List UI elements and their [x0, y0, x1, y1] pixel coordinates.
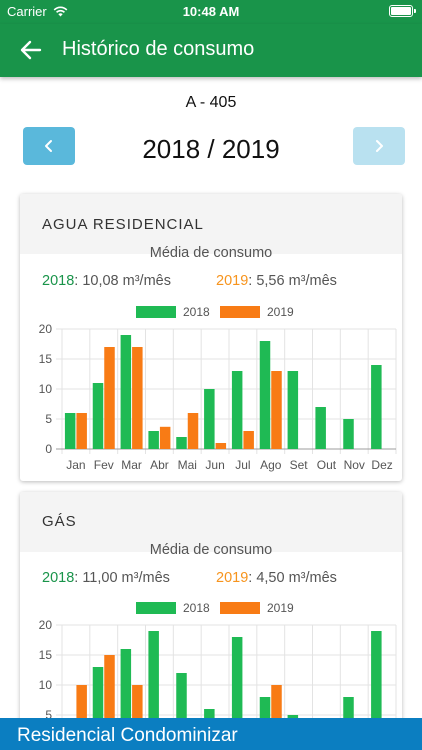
bar-2018-Mar — [120, 649, 132, 745]
bar-2019-Fev — [104, 347, 115, 449]
bar-2018-Jul — [231, 371, 243, 449]
footer-bar: Residencial Condominizar — [0, 718, 422, 750]
bar-2018-Jul — [231, 637, 243, 745]
clock: 10:48 AM — [182, 4, 240, 19]
bar-2019-Abr — [159, 426, 171, 449]
bar-2018-Mai — [176, 437, 187, 449]
card-title: GÁS — [42, 513, 77, 530]
y-tick-label: 20 — [39, 618, 53, 632]
bar-2018-Dez — [371, 631, 382, 745]
next-period-button[interactable] — [353, 127, 405, 165]
bar-2019-Mar — [132, 347, 143, 449]
bar-2018-Ago — [259, 341, 271, 449]
y-tick-label: 10 — [39, 382, 53, 396]
legend-label-2018: 2018 — [183, 601, 210, 615]
period-label: 2018 / 2019 — [142, 134, 280, 164]
y-tick-label: 20 — [39, 322, 53, 336]
bar-2019-Jan — [76, 413, 87, 449]
x-tick-label: Mai — [178, 458, 197, 472]
bar-2019-Jul — [243, 431, 254, 449]
chevron-right-icon — [376, 140, 383, 152]
carrier-info: Carrier — [7, 4, 68, 19]
card-title: AGUA RESIDENCIAL — [42, 216, 204, 233]
x-tick-label: Nov — [344, 458, 365, 472]
bar-2018-Fev — [92, 383, 104, 449]
legend-swatch-2018 — [136, 306, 176, 318]
average-title: Média de consumo — [149, 542, 273, 558]
x-tick-label: Dez — [371, 458, 392, 472]
average-title: Média de consumo — [149, 245, 273, 261]
page-title: Histórico de consumo — [62, 38, 255, 60]
legend-label-2019: 2019 — [267, 601, 294, 615]
bar-2018-Set — [287, 371, 299, 449]
bar-2019-Jan — [76, 685, 87, 745]
x-tick-label: Jun — [205, 458, 224, 472]
back-arrow-icon[interactable] — [18, 37, 44, 63]
bar-2018-Abr — [148, 631, 159, 745]
x-tick-label: Fev — [94, 458, 114, 472]
legend-label-2019: 2019 — [267, 305, 294, 319]
x-tick-label: Jan — [66, 458, 85, 472]
bar-2019-Ago — [271, 371, 282, 449]
bar-2018-Mai — [176, 673, 187, 745]
average-2019: 2019: 4,50 m³/mês — [216, 570, 337, 586]
chevron-left-icon — [45, 140, 52, 152]
y-tick-label: 0 — [45, 442, 52, 456]
card-header: AGUA RESIDENCIAL — [20, 194, 402, 254]
legend-swatch-2019 — [220, 602, 260, 614]
bar-2019-Fev — [104, 655, 115, 745]
bar-2019-Mar — [132, 685, 143, 745]
battery-icon — [389, 5, 416, 17]
y-tick-label: 5 — [45, 412, 52, 426]
condominium-name: Residencial Condominizar — [17, 725, 238, 746]
y-tick-label: 15 — [39, 352, 53, 366]
bar-2018-Nov — [343, 419, 354, 449]
average-2019: 2019: 5,56 m³/mês — [216, 273, 337, 289]
unit-label: A - 405 — [185, 94, 237, 111]
x-tick-label: Out — [317, 458, 337, 472]
previous-period-button[interactable] — [23, 127, 75, 165]
average-2018: 2018: 10,08 m³/mês — [42, 273, 171, 289]
average-2018: 2018: 11,00 m³/mês — [42, 570, 170, 586]
bar-2018-Jan — [64, 413, 76, 449]
legend-label-2018: 2018 — [183, 305, 210, 319]
bar-2018-Dez — [371, 365, 382, 449]
status-bar: Carrier 10:48 AM — [0, 0, 422, 24]
gas-consumption-card: GÁS Média de consumo 2018: 11,00 m³/mês … — [20, 492, 402, 750]
x-tick-label: Ago — [260, 458, 282, 472]
app-bar: Histórico de consumo — [0, 24, 422, 77]
legend-swatch-2018 — [136, 602, 176, 614]
water-consumption-card: AGUA RESIDENCIAL Média de consumo 2018: … — [20, 194, 402, 481]
bar-2018-Fev — [92, 667, 104, 745]
x-tick-label: Set — [290, 458, 309, 472]
carrier-label: Carrier — [7, 4, 47, 19]
card-header: GÁS — [20, 492, 402, 552]
y-tick-label: 5 — [45, 708, 52, 722]
bar-2018-Abr — [148, 431, 159, 449]
x-tick-label: Abr — [150, 458, 169, 472]
bar-2019-Jun — [215, 443, 227, 449]
wifi-icon — [53, 6, 68, 17]
bar-2018-Out — [315, 407, 326, 449]
y-tick-label: 10 — [39, 678, 53, 692]
x-tick-label: Mar — [121, 458, 142, 472]
x-tick-label: Jul — [235, 458, 250, 472]
bar-2018-Jun — [204, 389, 215, 449]
bar-2018-Mar — [120, 335, 132, 449]
bar-2019-Mai — [187, 413, 199, 449]
water-consumption-chart: 2018 2019 0 5 10 15 20 Jan Fev Mar Abr Mai Jun Jul Ago… — [39, 305, 397, 472]
legend-swatch-2019 — [220, 306, 260, 318]
bar-2019-Ago — [271, 685, 282, 745]
y-tick-label: 15 — [39, 648, 53, 662]
